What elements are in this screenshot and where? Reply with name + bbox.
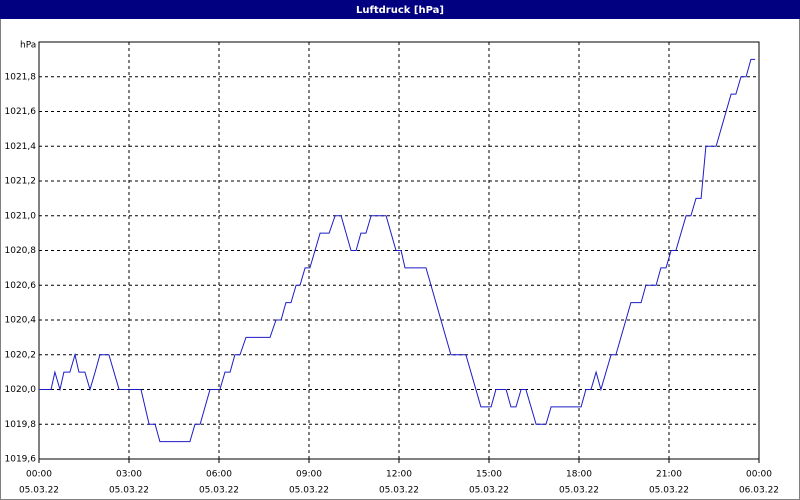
plot-frame	[38, 41, 760, 460]
x-tick-date: 05.03.22	[649, 486, 689, 496]
x-tick-date: 05.03.22	[109, 486, 149, 496]
y-tick-label: 1021,0	[5, 211, 37, 221]
y-tick-label: 1020,2	[5, 350, 37, 360]
x-tick-date: 05.03.22	[19, 486, 59, 496]
line	[39, 58, 756, 443]
title-bar	[0, 0, 800, 19]
y-tick-label: 1021,2	[5, 177, 37, 187]
x-tick-date: 06.03.22	[739, 486, 779, 496]
x-tick-date: 05.03.22	[559, 486, 599, 496]
y-tick-label: 1021,6	[5, 107, 37, 117]
x-tick-label: 12:00	[386, 470, 412, 480]
x-tick-label: 06:00	[206, 470, 232, 480]
chart-title: Luftdruck [hPa]	[356, 5, 444, 16]
y-tick-label: 1020,0	[5, 385, 37, 395]
x-tick-label: 00:00	[746, 470, 772, 480]
x-tick-date: 05.03.22	[199, 486, 239, 496]
x-tick-label: 09:00	[296, 470, 322, 480]
y-tick-label: 1021,8	[5, 72, 37, 82]
y-tick-label: 1020,4	[5, 316, 37, 326]
y-tick-label: 1019,6	[5, 455, 37, 465]
x-tick-label: 03:00	[116, 470, 142, 480]
x-tick-label: 15:00	[476, 470, 502, 480]
y-axis-label: hPa	[20, 41, 36, 51]
y-tick-label: 1019,8	[5, 420, 37, 430]
x-tick-label: 21:00	[656, 470, 682, 480]
y-tick-label: 1020,6	[5, 281, 37, 291]
x-tick-date: 05.03.22	[289, 486, 329, 496]
x-tick-date: 05.03.22	[469, 486, 509, 496]
y-tick-label: 1021,4	[5, 142, 37, 152]
y-tick-label: 1020,8	[5, 246, 37, 256]
x-tick-date: 05.03.22	[379, 486, 419, 496]
x-tick-label: 00:00	[26, 470, 52, 480]
x-tick-label: 18:00	[566, 470, 592, 480]
